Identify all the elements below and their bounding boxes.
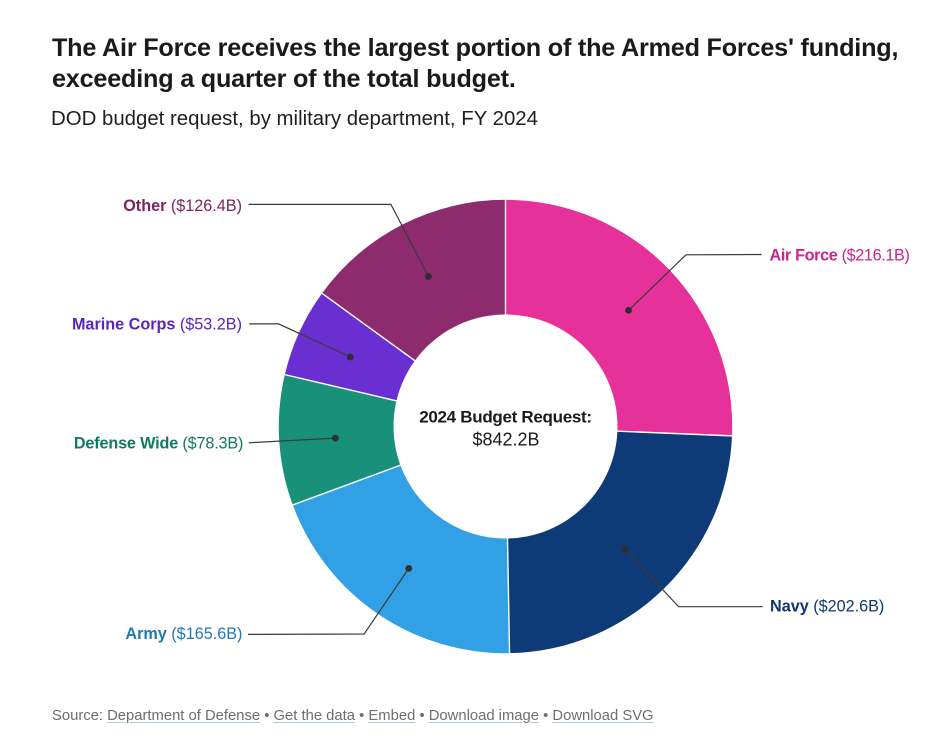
svg-text:Army ($165.6B): Army ($165.6B): [125, 625, 242, 643]
svg-text:Air Force ($216.1B): Air Force ($216.1B): [770, 247, 910, 265]
svg-text:Other ($126.4B): Other ($126.4B): [123, 197, 242, 215]
svg-text:2024 Budget Request:: 2024 Budget Request:: [419, 408, 592, 427]
svg-text:Marine Corps ($53.2B): Marine Corps ($53.2B): [72, 316, 242, 334]
svg-text:Navy ($202.6B): Navy ($202.6B): [770, 597, 884, 615]
svg-text:Defense Wide ($78.3B): Defense Wide ($78.3B): [74, 435, 243, 453]
svg-text:$842.2B: $842.2B: [472, 430, 539, 450]
